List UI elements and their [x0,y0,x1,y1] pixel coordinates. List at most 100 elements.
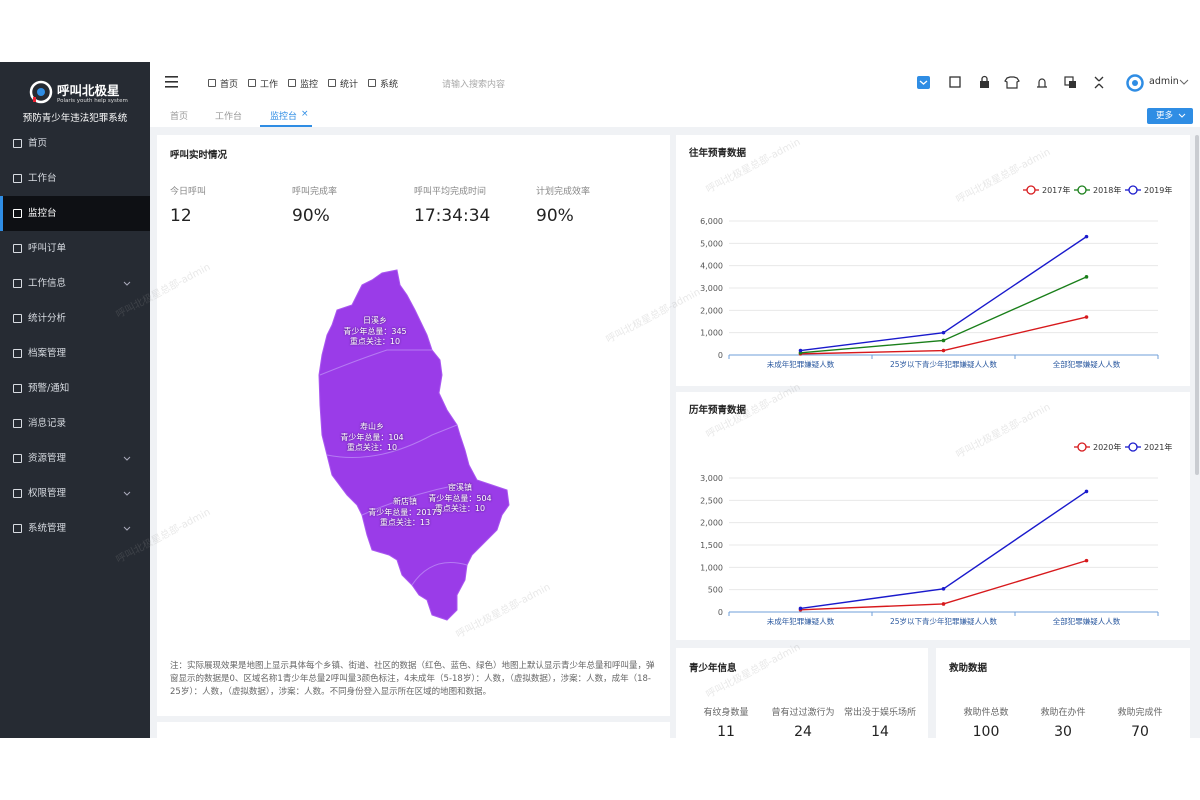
menu-item[interactable]: 首页 [0,126,150,161]
menu-toggle[interactable] [165,76,179,88]
menu-label: 资源管理 [28,453,67,464]
stat-value: 24 [794,724,812,738]
nav-icon [288,79,296,87]
icon[interactable] [1004,76,1020,89]
nav-item[interactable]: 统计 [340,80,359,90]
y-tick-label: 4,000 [700,262,723,271]
menu-arrow [123,526,131,531]
x-tick-label: 全部犯罪嫌疑人人数 [1053,616,1121,626]
stat-value: 14 [871,724,889,738]
x-tick-label: 25岁以下青少年犯罪嫌疑人人数 [890,616,998,626]
menu-item[interactable]: 资源管理 [0,441,150,476]
point [941,330,946,335]
icon[interactable] [949,76,961,88]
chart-panel: 往年预青数据 0 1,000 2,000 3,000 4,000 5,000 6,000 未成年… [676,135,1190,386]
stat-label: 救助件总数 [963,708,1009,718]
panel-title: 呼叫实时情况 [170,150,228,161]
stat-label: 曾有过过激行为 [771,708,835,718]
menu-item[interactable]: 工作信息 [0,266,150,301]
menu-item[interactable]: 预警/通知 [0,371,150,406]
map-label: 青少年总量：504 [428,493,492,503]
more-button[interactable]: 更多 [1147,108,1193,124]
menu-item[interactable]: 监控台 [0,196,150,231]
legend-label: 2017年 [1042,185,1070,195]
icon[interactable] [1094,76,1104,89]
rescue-panel: 救助数据 救助件总数 100 救助在办件 30 救助完成件 70 [936,648,1190,738]
legend-marker [1077,185,1087,195]
nav-item[interactable]: 首页 [220,80,239,90]
y-tick-label: 3,000 [700,284,723,293]
y-tick-label: 5,000 [700,239,723,248]
user-name[interactable]: admin [1149,76,1179,87]
icon[interactable] [1037,78,1047,88]
nav-item[interactable]: 工作 [260,80,279,90]
menu-item[interactable]: 呼叫订单 [0,231,150,266]
tab[interactable]: 工作台 [215,112,243,122]
icon[interactable] [980,81,989,88]
menu-item[interactable]: 系统管理 [0,511,150,546]
map-label: 青少年总量：104 [340,432,404,442]
stat-value: 30 [1054,724,1072,738]
legend-marker [1026,185,1036,195]
nav-item[interactable]: 监控 [300,80,319,90]
toolbar-icons [917,75,1104,89]
point [798,606,803,611]
menu-item[interactable]: 权限管理 [0,476,150,511]
youth-panel: 青少年信息 有纹身数量 11 曾有过过激行为 24 常出没于娱乐场所 14 [676,648,928,738]
legend-marker [1128,185,1138,195]
stat-value: 90% [292,206,330,226]
menu-item[interactable]: 工作台 [0,161,150,196]
caret [1179,79,1189,85]
stat-label: 今日呼叫 [170,187,207,197]
tab[interactable]: 首页 [170,112,189,122]
y-tick-label: 2,500 [700,496,723,505]
menu-item[interactable]: 档案管理 [0,336,150,371]
map-label: 重点关注：13 [379,518,431,527]
menu-icon [13,279,22,288]
icon[interactable] [917,76,930,89]
menu-label: 档案管理 [28,348,67,359]
menu-label: 呼叫订单 [28,243,67,254]
stat-label: 救助完成件 [1117,708,1163,718]
menu-item[interactable]: 统计分析 [0,301,150,336]
panel-title: 救助数据 [949,663,988,674]
legend-label: 2019年 [1144,185,1172,195]
menu-icon [13,314,22,323]
point [941,338,946,343]
system-name: 预防青少年违法犯罪系统 [22,113,128,124]
menu-icon [13,524,22,533]
stat-value: 17:34:34 [414,206,491,226]
menu-item[interactable]: 消息记录 [0,406,150,441]
tab[interactable]: 监控台 [270,112,298,122]
nav-icon [368,79,376,87]
menu-arrow [123,456,131,461]
legend-label: 2018年 [1093,185,1121,195]
nav-icon [248,79,256,87]
nav-item[interactable]: 系统 [380,80,399,90]
map-label: 青少年总量：20173 [368,507,442,517]
avatar[interactable] [1126,74,1144,92]
nav-icon [208,79,216,87]
point [1084,558,1089,563]
stat-label: 救助在办件 [1040,708,1086,718]
menu-label: 工作台 [28,173,57,184]
menu-icon [13,419,22,428]
scrollbar[interactable] [1195,135,1199,475]
logo-icon [29,80,53,104]
topbar: 首页 工作 监控 统计 系统 请输入搜索内容 admin [150,62,1200,103]
point [1084,315,1089,319]
menu-icon [13,174,22,183]
menu-icon [13,349,22,358]
map-label: 寿山乡 [360,422,384,431]
stat-label: 呼叫平均完成时间 [414,187,487,197]
map-label: 新店镇 [393,497,417,506]
app: 呼叫北极星 Polaris youth help system 预防青少年违法犯… [0,62,1200,738]
y-tick-label: 0 [718,351,723,360]
point [941,602,946,606]
menu-label: 权限管理 [28,488,67,499]
tab-close[interactable]: × [301,109,309,119]
logo-subtitle: Polaris youth help system [57,98,128,104]
search-input[interactable]: 请输入搜索内容 [442,80,506,90]
map-label: 青少年总量：345 [343,326,407,336]
